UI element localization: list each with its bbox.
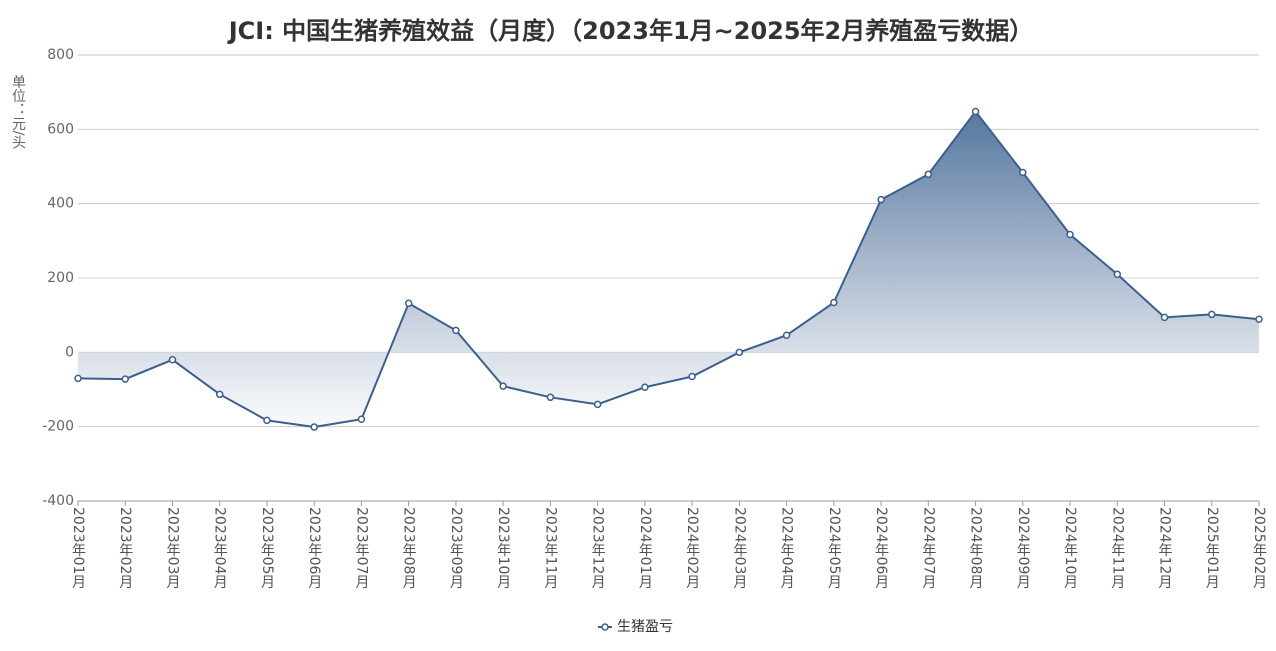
point <box>1066 230 1074 239</box>
x-tick-label: 2023年08月 <box>401 507 417 590</box>
x-tick-label: 2023年09月 <box>448 507 464 590</box>
point <box>1208 310 1216 319</box>
point <box>688 372 696 381</box>
area <box>78 111 1259 428</box>
x-tick-label: 2023年07月 <box>353 507 369 590</box>
x-tick-label: 2024年05月 <box>826 507 842 590</box>
point <box>1113 270 1122 279</box>
point <box>74 374 82 383</box>
point <box>263 416 271 425</box>
legend-marker <box>601 623 609 631</box>
x-tick-label: 2024年01月 <box>637 507 653 590</box>
x-tick-label: 2023年10月 <box>495 507 511 590</box>
point <box>168 356 177 364</box>
x-tick-label: 2025年01月 <box>1204 507 1220 590</box>
point <box>357 415 366 423</box>
x-tick-label: 2024年11月 <box>1109 507 1125 590</box>
x-tick-label: 2023年12月 <box>590 507 606 590</box>
legend-label: 生猪盈亏 <box>617 619 673 635</box>
point <box>121 375 129 383</box>
point <box>310 423 318 431</box>
point <box>546 393 555 402</box>
x-tick-label: 2023年03月 <box>164 507 180 590</box>
x-tick-label: 2024年12月 <box>1157 507 1173 590</box>
x-tick-label: 2024年10月 <box>1062 507 1078 590</box>
point <box>1255 315 1263 324</box>
point <box>593 400 602 409</box>
point <box>499 382 507 390</box>
y-tick-label: -400 <box>42 493 74 509</box>
x-tick-label: 2023年11月 <box>542 507 558 590</box>
x-tick-label: 2023年06月 <box>306 507 322 590</box>
chart-title: JCI: 中国生猪养殖效益（月度）（2023年1月~2025年2月养殖盈亏数据） <box>227 17 1034 45</box>
point <box>877 195 885 204</box>
point <box>830 298 838 307</box>
x-tick-label: 2023年02月 <box>117 507 133 590</box>
y-tick-label: 400 <box>47 196 74 212</box>
point <box>782 331 791 339</box>
x-tick-label: 2023年01月 <box>70 507 86 590</box>
point <box>215 390 224 399</box>
point <box>924 170 933 179</box>
point <box>1019 168 1027 177</box>
x-tick-label: 2025年02月 <box>1251 507 1267 590</box>
x-tick-label: 2023年05月 <box>259 507 275 590</box>
point <box>1160 313 1169 322</box>
x-tick-label: 2024年06月 <box>873 507 889 590</box>
x-tick-label: 2024年09月 <box>1015 507 1031 590</box>
x-tick-label: 2024年02月 <box>684 507 700 590</box>
x-tick-label: 2024年08月 <box>968 507 984 590</box>
point <box>452 326 460 335</box>
y-tick-label: 200 <box>47 270 74 286</box>
x-tick-label: 2024年07月 <box>920 507 936 590</box>
y-axis-label: 单位：元/头 <box>10 75 26 150</box>
x-tick-label: 2023年04月 <box>212 507 228 590</box>
point <box>735 348 744 357</box>
point <box>971 107 980 116</box>
y-tick-label: 600 <box>47 121 74 137</box>
y-tick-label: 800 <box>47 47 74 63</box>
x-tick-label: 2024年03月 <box>731 507 747 590</box>
x-tick-label: 2024年04月 <box>779 507 795 590</box>
point <box>404 299 413 308</box>
line <box>77 109 1260 429</box>
y-tick-label: -200 <box>42 419 74 435</box>
y-tick-label: 0 <box>65 344 74 360</box>
point <box>641 383 649 392</box>
